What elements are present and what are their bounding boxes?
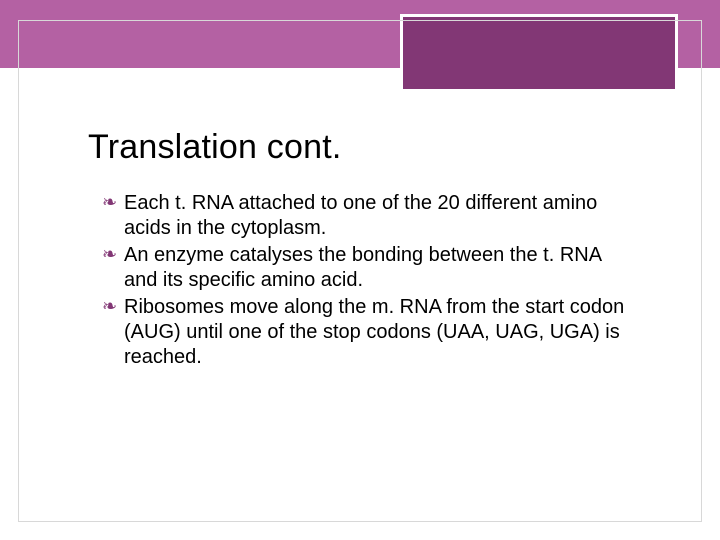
bullet-item: Each t. RNA attached to one of the 20 di… [106,191,632,241]
slide-title: Translation cont. [88,128,632,167]
bullet-list: Each t. RNA attached to one of the 20 di… [88,191,632,370]
bullet-item: An enzyme catalyses the bonding between … [106,243,632,293]
title-box [400,14,678,92]
bullet-item: Ribosomes move along the m. RNA from the… [106,295,632,370]
slide-content: Translation cont. Each t. RNA attached t… [88,128,632,372]
